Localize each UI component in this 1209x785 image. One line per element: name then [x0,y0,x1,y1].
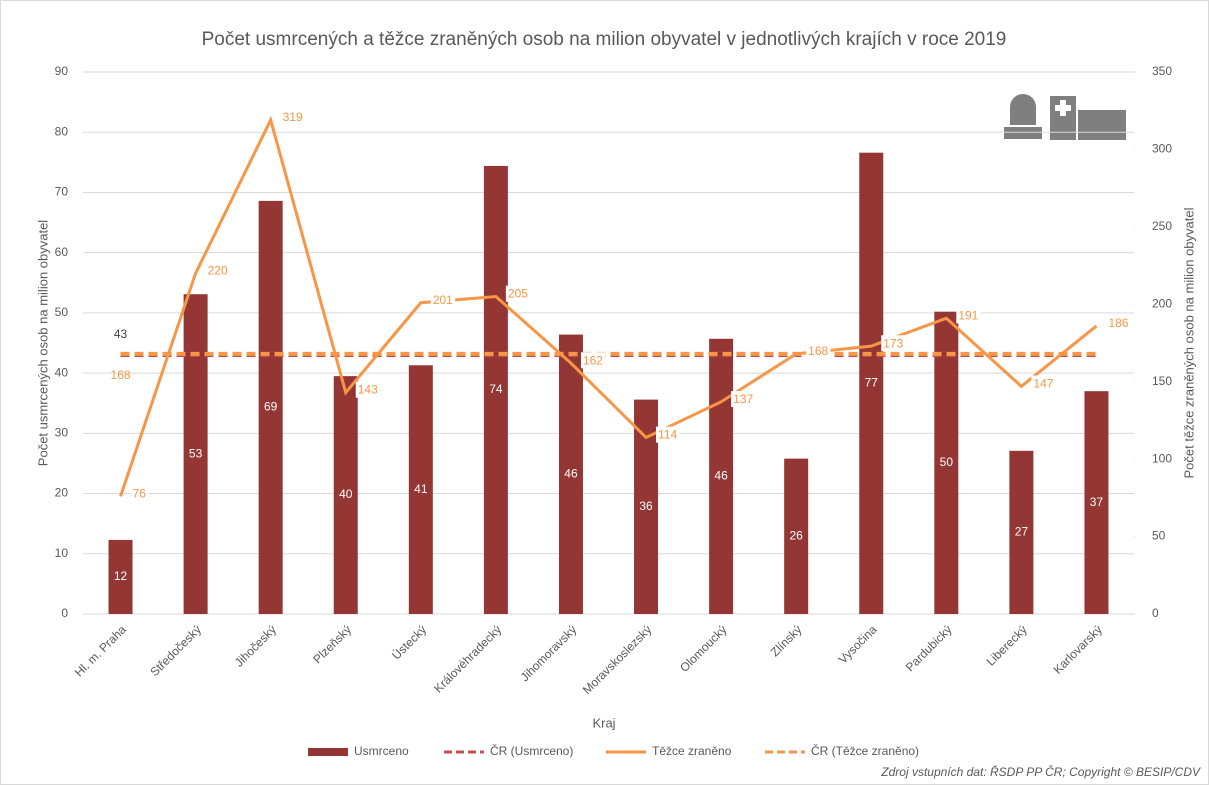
bar [784,458,809,614]
y-tick-label: 10 [55,546,69,560]
line-value-label: 220 [208,263,228,277]
label-background [580,352,606,369]
label-background [656,426,680,443]
bar [859,152,884,614]
label-background [355,381,381,398]
line-value-label: 168 [808,344,828,358]
y2-tick-label: 350 [1152,64,1172,78]
bar [934,311,959,614]
hospital-cross [1055,100,1071,116]
legend-label: ČR (Těžce zraněno) [811,743,919,758]
bar-value-label: 53 [189,446,203,460]
legend-label: ČR (Usmrceno) [490,743,573,758]
line-value-label: 143 [358,383,378,397]
y-tick-label: 40 [55,365,69,379]
bar-value-label: 27 [1015,525,1029,539]
bar-value-label: 40 [339,487,353,501]
bar-value-label: 77 [865,376,879,390]
legend-label: Těžce zraněno [652,744,732,758]
bar [258,200,283,614]
line-value-label: 162 [583,353,603,367]
line-series [119,115,1098,497]
line-value-label: 201 [433,293,453,307]
legend-swatch [308,748,348,756]
bar [709,338,734,614]
bar [108,539,133,614]
line-value-label: 137 [733,392,753,406]
bar [408,365,433,614]
label-background [1106,315,1131,332]
bar-value-label: 36 [639,499,653,513]
bar [1009,450,1034,614]
y-axis-title: Počet usmrcených osob na milion obyvatel [35,220,50,467]
legend-label: Usmrceno [354,744,409,758]
line-value-label: 319 [283,110,303,124]
bar-value-label: 46 [714,469,728,483]
average-label: 168 [111,368,131,382]
y-tick-label: 60 [55,245,69,259]
y2-tick-label: 200 [1152,296,1172,310]
y2-tick-label: 250 [1152,219,1172,233]
label-background [130,485,149,502]
bar [183,294,208,614]
bar [558,334,583,614]
y2-axis-title: Počet těžce zraněných osob na milion oby… [1181,207,1196,478]
label-background [430,291,456,308]
chart-title: Počet usmrcených a těžce zraněných osob … [202,29,1007,50]
y-tick-label: 30 [55,426,69,440]
gravestone-icon [1010,94,1036,125]
bar-value-label: 74 [489,382,503,396]
label-background [205,262,230,279]
source-note: Zdroj vstupních dat: ŘSDP PP ČR; Copyrig… [880,764,1201,779]
line-value-label: 173 [883,336,903,350]
y2-tick-label: 150 [1152,374,1172,388]
bar-value-label: 46 [564,466,578,480]
y-tick-label: 0 [61,606,68,620]
bar [1084,391,1109,614]
y-tick-label: 90 [55,64,69,78]
y-tick-label: 20 [55,486,69,500]
average-label: 43 [114,327,128,341]
y-tick-label: 80 [55,124,69,138]
bar-value-label: 26 [789,528,803,542]
label-background [1031,375,1056,392]
bar-value-label: 69 [264,400,278,414]
gravestone-base [1004,127,1042,139]
line-value-label: 205 [508,287,528,301]
line-value-label: 186 [1108,316,1128,330]
label-background [956,307,981,324]
bar [634,399,659,614]
y-tick-label: 50 [55,305,69,319]
y2-tick-label: 300 [1152,142,1172,156]
label-background [731,391,756,408]
x-axis-title: Kraj [592,715,615,730]
y-tick-label: 70 [55,185,69,199]
bar-value-label: 12 [114,569,128,583]
y2-tick-label: 0 [1152,606,1159,620]
bar [333,376,358,614]
line-value-label: 76 [133,486,147,500]
label-background [505,285,531,302]
bar [483,165,508,615]
label-background [806,343,831,360]
bar-value-label: 37 [1090,495,1104,509]
label-background [280,109,306,126]
y2-tick-label: 50 [1152,529,1166,543]
label-background [881,335,906,352]
icons [1004,94,1126,140]
y2-tick-label: 100 [1152,451,1172,465]
line-value-label: 147 [1033,377,1053,391]
line-value-label: 191 [958,308,978,322]
bar-value-label: 50 [940,455,954,469]
bar-value-label: 41 [414,482,428,496]
hospital-wing [1078,110,1126,140]
line-value-label: 114 [658,428,677,442]
